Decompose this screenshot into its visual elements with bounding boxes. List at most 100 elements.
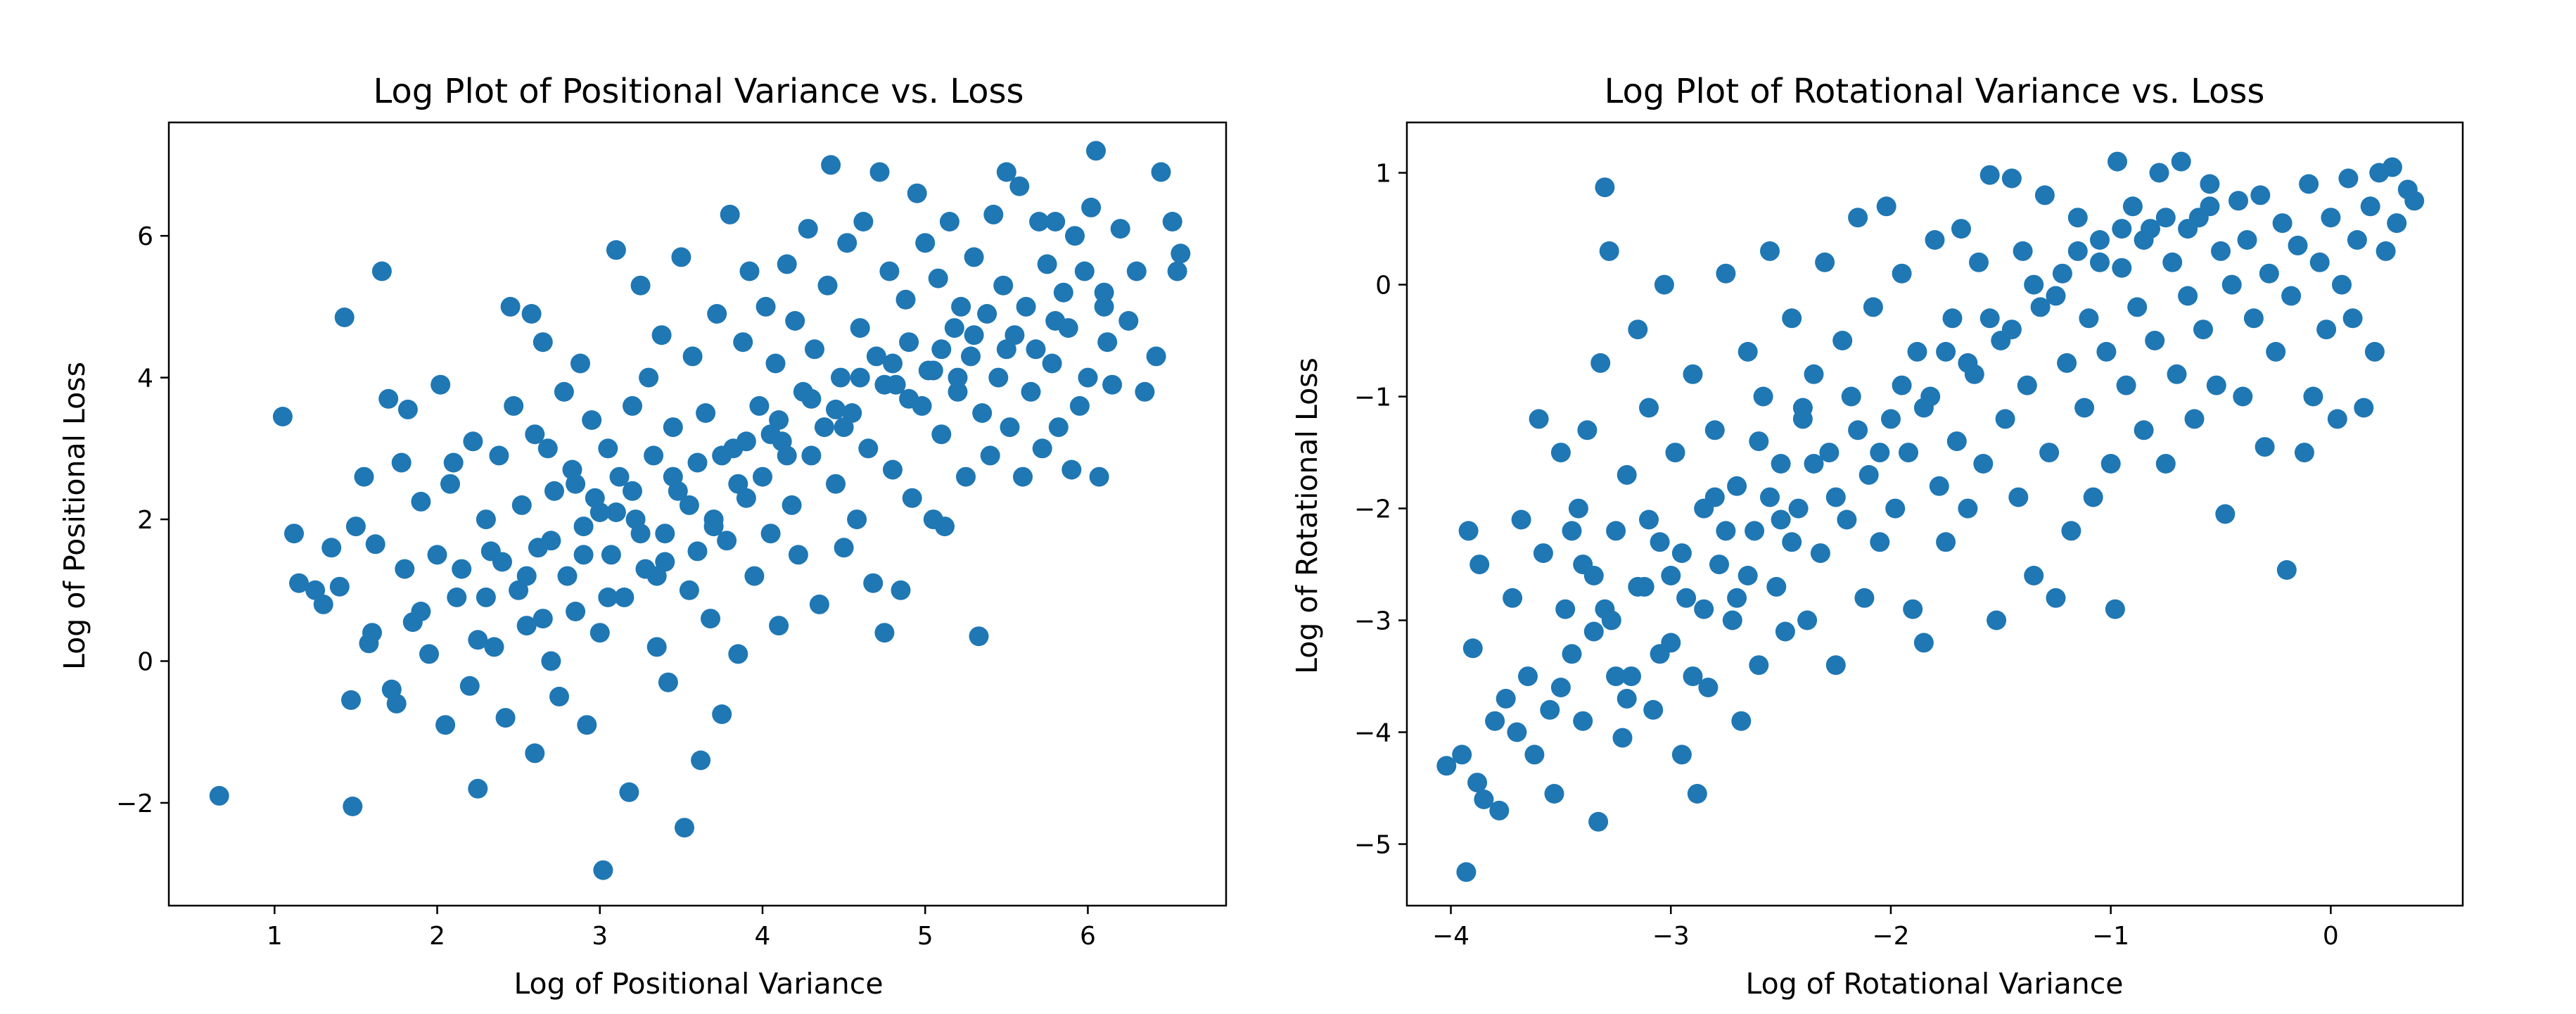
positional-data-point (321, 538, 342, 558)
rotational-data-point (1639, 509, 1659, 530)
rotational-data-point (1958, 353, 1978, 373)
rotational-data-point (1503, 588, 1523, 608)
rotational-data-point (1683, 666, 1703, 687)
rotational-x-tick-label: −3 (1652, 922, 1690, 951)
positional-data-point (923, 360, 943, 381)
positional-data-point (1026, 339, 1046, 360)
rotational-data-point (1595, 177, 1615, 198)
positional-data-point (728, 644, 748, 664)
positional-data-point (874, 623, 895, 643)
rotational-data-point (2200, 174, 2220, 194)
positional-data-point (1135, 381, 1155, 402)
positional-data-point (703, 516, 724, 537)
positional-y-ticks: −2 0 2 4 6 (116, 222, 169, 818)
rotational-data-point (1782, 308, 1802, 329)
rotational-data-point (2155, 454, 2176, 474)
rotational-data-point (1979, 165, 2000, 185)
rotational-y-tick-label: 0 (1375, 272, 1391, 300)
positional-data-point (284, 524, 304, 544)
rotational-data-point (1550, 678, 1571, 697)
positional-data-point (739, 261, 760, 281)
positional-data-point (1061, 460, 1082, 480)
positional-data-point (395, 559, 415, 579)
rotational-data-point (1469, 554, 1490, 575)
positional-data-point (378, 388, 399, 409)
rotational-data-point (1643, 699, 1664, 720)
rotational-data-point (1958, 498, 1978, 519)
rotational-data-point (1832, 331, 1853, 350)
rotational-data-point (2134, 230, 2154, 250)
rotational-data-point (1573, 554, 1593, 575)
rotational-x-tick-label: 0 (2323, 922, 2339, 951)
positional-data-point (1171, 243, 1191, 264)
rotational-data-point (1562, 644, 1582, 664)
positional-data-point (788, 545, 808, 565)
positional-data-point (1162, 212, 1182, 232)
positional-data-point (961, 346, 981, 367)
positional-data-point (623, 481, 642, 501)
positional-data-point (687, 452, 708, 473)
rotational-chart-title: Log Plot of Rotational Variance vs. Loss (1605, 72, 2265, 111)
positional-data-point (760, 524, 781, 544)
positional-data-point (755, 296, 776, 317)
rotational-data-point (2338, 168, 2359, 189)
positional-data-point (782, 495, 802, 515)
positional-data-point (728, 474, 748, 494)
positional-data-point (419, 644, 439, 664)
rotational-data-point (2309, 252, 2330, 272)
positional-data-point (619, 782, 639, 802)
positional-data-point (1053, 282, 1073, 303)
rotational-data-point (1628, 576, 1648, 597)
rotational-x-tick-label: −2 (1872, 922, 1909, 951)
positional-data-point (801, 445, 822, 466)
positional-x-tick-label: 6 (1080, 922, 1096, 951)
positional-data-point (489, 445, 509, 466)
rotational-data-point (1639, 398, 1659, 418)
positional-data-point (956, 467, 976, 487)
positional-data-point (879, 261, 900, 281)
rotational-data-point (1825, 487, 1846, 507)
positional-data-point (341, 690, 361, 710)
rotational-data-point (2404, 191, 2425, 211)
positional-data-point (495, 708, 516, 728)
positional-data-point (883, 460, 903, 480)
positional-data-point (566, 602, 586, 621)
rotational-data-point (1819, 443, 1839, 463)
rotational-data-point (2376, 241, 2396, 261)
positional-data-point (853, 212, 874, 232)
positional-data-point (1037, 254, 1057, 274)
positional-data-point (777, 445, 797, 466)
positional-data-point (362, 623, 382, 643)
positional-data-point (679, 580, 699, 600)
positional-x-tick-label: 4 (755, 922, 771, 951)
positional-data-point (902, 488, 922, 508)
rotational-data-point (1661, 566, 1681, 585)
rotational-data-point (1507, 722, 1527, 742)
rotational-data-point (2108, 151, 2127, 172)
positional-points (209, 141, 1191, 880)
rotational-data-point (1876, 196, 1896, 217)
positional-data-point (272, 407, 293, 426)
positional-data-point (533, 609, 553, 629)
rotational-data-point (1518, 666, 1538, 687)
rotational-data-point (2321, 208, 2341, 228)
rotational-data-point (1436, 756, 1457, 776)
rotational-data-point (2299, 174, 2319, 194)
positional-data-point (993, 275, 1014, 296)
rotational-data-point (2067, 208, 2088, 228)
rotational-data-point (1995, 409, 2015, 429)
positional-data-point (1089, 467, 1109, 487)
positional-data-point (606, 502, 626, 522)
positional-chart-title: Log Plot of Positional Variance vs. Loss (374, 72, 1024, 111)
positional-data-point (644, 445, 664, 466)
positional-data-point (1029, 212, 1050, 232)
rotational-data-point (1650, 644, 1670, 664)
positional-data-point (500, 296, 521, 317)
positional-y-tick-label: −2 (116, 790, 153, 818)
positional-data-point (931, 339, 952, 360)
positional-data-point (944, 318, 964, 338)
rotational-data-point (2083, 487, 2103, 507)
positional-data-point (1118, 311, 1139, 331)
rotational-data-point (1612, 728, 1633, 748)
